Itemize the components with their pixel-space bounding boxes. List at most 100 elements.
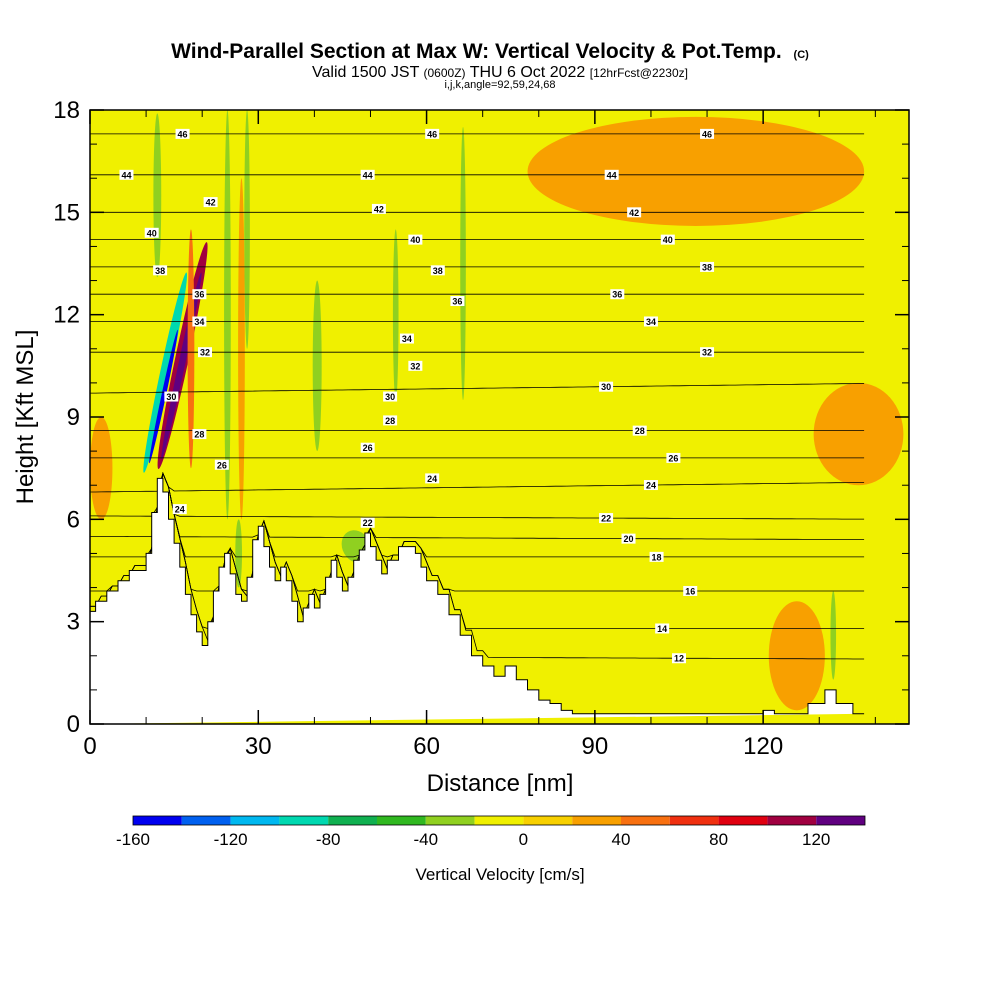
- velocity-cell-9: [460, 127, 466, 400]
- y-tick-label: 15: [53, 199, 80, 226]
- svg-text:28: 28: [635, 426, 645, 436]
- contour-label-extra-6: 34: [192, 316, 207, 327]
- svg-text:14: 14: [657, 624, 667, 634]
- svg-text:20: 20: [624, 534, 634, 544]
- contour-label-extra-21: 28: [383, 415, 398, 426]
- contour-label-18: 18: [649, 551, 664, 562]
- svg-text:44: 44: [363, 170, 373, 180]
- colorbar-swatch: [621, 816, 670, 825]
- velocity-cell-8: [392, 229, 399, 400]
- contour-label-16: 16: [683, 585, 698, 596]
- contour-label-40: 40: [660, 234, 675, 245]
- velocity-cell-17: [90, 417, 113, 520]
- contour-label-extra-16: 38: [430, 265, 445, 276]
- contour-label-36: 36: [610, 289, 625, 300]
- svg-text:46: 46: [178, 129, 188, 139]
- colorbar-tick-label: -120: [214, 830, 248, 849]
- contour-label-extra-17: 36: [450, 296, 465, 307]
- velocity-cell-18: [813, 382, 904, 486]
- svg-text:30: 30: [166, 392, 176, 402]
- svg-text:24: 24: [427, 474, 437, 484]
- contour-label-extra-13: 42: [371, 203, 386, 214]
- theta-contour-24: [90, 472, 865, 493]
- forecast-info: [12hrFcst@2230z]: [590, 66, 688, 80]
- svg-text:46: 46: [702, 129, 712, 139]
- svg-text:28: 28: [385, 416, 395, 426]
- contour-label-30: 30: [599, 381, 614, 392]
- velocity-cell-12: [235, 519, 243, 588]
- velocity-cell-4: [153, 113, 162, 278]
- colorbar-title: Vertical Velocity [cm/s]: [415, 865, 584, 884]
- contour-label-extra-3: 40: [144, 227, 159, 238]
- contour-label-46: 46: [700, 128, 715, 139]
- svg-text:18: 18: [652, 552, 662, 562]
- svg-text:28: 28: [194, 430, 204, 440]
- svg-text:30: 30: [601, 382, 611, 392]
- svg-text:12: 12: [674, 654, 684, 664]
- velocity-cell-13: [187, 229, 195, 469]
- contour-label-44: 44: [604, 169, 619, 180]
- colorbar-swatch: [377, 816, 426, 825]
- svg-text:Valid 1500 JST (0600Z): Valid 1500 JST (0600Z) THU 6 Oct 2022 [1…: [312, 64, 688, 81]
- svg-text:40: 40: [410, 235, 420, 245]
- contour-label-extra-14: 46: [425, 128, 440, 139]
- contour-label-extra-8: 30: [164, 391, 179, 402]
- colorbar-swatch: [816, 816, 865, 825]
- contour-labels: 12 14 16 18 20 22 24 26 28 30 32 34 36 38 40 42 44 46 44 46…: [119, 128, 715, 664]
- velocity-cell-7: [312, 280, 322, 452]
- svg-text:16: 16: [685, 586, 695, 596]
- contour-label-42: 42: [627, 207, 642, 218]
- y-axis-label: Height [Kft MSL]: [12, 330, 39, 505]
- svg-text:42: 42: [374, 204, 384, 214]
- contour-label-extra-10: 26: [214, 459, 229, 470]
- contour-label-26: 26: [666, 452, 681, 463]
- x-tick-label: 30: [245, 733, 272, 760]
- colorbar-swatch: [669, 816, 719, 825]
- contour-label-extra-1: 46: [175, 128, 190, 139]
- velocity-cell-6: [244, 110, 250, 349]
- colorbar-tick-label: 0: [519, 830, 528, 849]
- velocity-cell-11: [830, 590, 837, 680]
- plot-area: 12 14 16 18 20 22 24 26 28 30 32 34 36 38 40 42 44 46 44 46…: [53, 97, 910, 760]
- contour-label-12: 12: [672, 653, 687, 664]
- svg-text:22: 22: [363, 518, 373, 528]
- contour-label-extra-4: 38: [153, 265, 168, 276]
- colorbar-swatch: [133, 816, 182, 825]
- svg-text:42: 42: [629, 208, 639, 218]
- velocity-cell-14: [238, 178, 245, 520]
- colorbar-swatch: [474, 816, 524, 825]
- theta-contour-30: [90, 383, 865, 394]
- title-block: Wind-Parallel Section at Max W: Vertical…: [171, 40, 809, 91]
- y-tick-label: 18: [53, 97, 80, 124]
- contour-label-extra-15: 40: [408, 234, 423, 245]
- x-tick-label: 90: [582, 733, 609, 760]
- colorbar-tick-label: -160: [116, 830, 150, 849]
- colorbar-swatch: [425, 816, 475, 825]
- contour-label-extra-12: 44: [360, 169, 375, 180]
- valid-time: Valid 1500 JST: [312, 64, 420, 81]
- contour-label-20: 20: [621, 533, 636, 544]
- svg-text:34: 34: [194, 317, 204, 327]
- y-tick-label: 9: [67, 404, 80, 431]
- contour-label-extra-22: 26: [360, 442, 375, 453]
- svg-text:22: 22: [601, 514, 611, 524]
- theta-contour-20: [90, 471, 865, 540]
- terrain: [89, 477, 865, 724]
- colorbar-swatch: [523, 816, 573, 825]
- contour-label-extra-18: 34: [399, 333, 414, 344]
- svg-text:32: 32: [702, 348, 712, 358]
- svg-text:46: 46: [427, 129, 437, 139]
- y-tick-label: 12: [53, 302, 80, 329]
- svg-text:38: 38: [155, 266, 165, 276]
- colorbar-swatch: [328, 816, 377, 825]
- svg-text:34: 34: [646, 317, 656, 327]
- velocity-cell-15: [768, 601, 825, 711]
- colorbar-tick-label: 120: [802, 830, 830, 849]
- contour-label-extra-19: 32: [408, 360, 423, 371]
- contour-label-extra-2: 42: [203, 197, 218, 208]
- contour-label-24: 24: [643, 480, 658, 491]
- svg-text:44: 44: [121, 170, 131, 180]
- svg-text:40: 40: [663, 235, 673, 245]
- svg-text:24: 24: [175, 505, 185, 515]
